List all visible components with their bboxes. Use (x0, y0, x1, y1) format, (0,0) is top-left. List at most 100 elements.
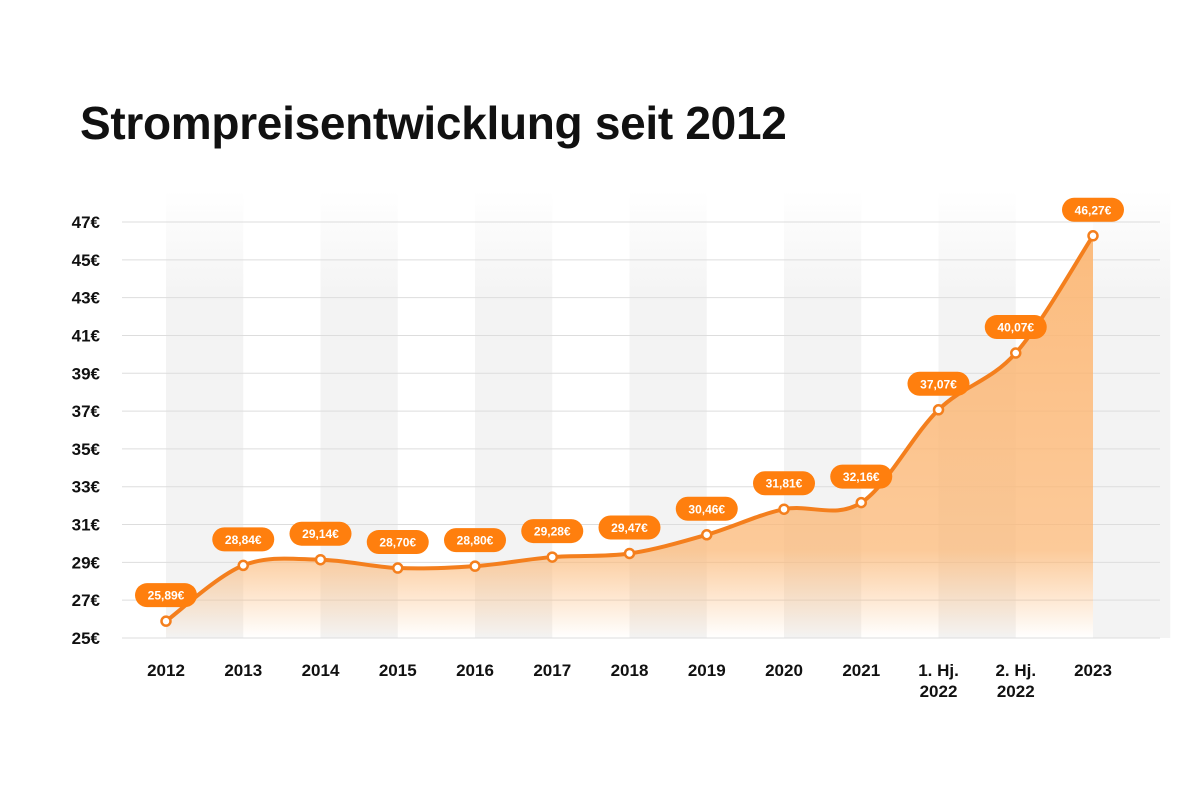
data-label-pill (521, 519, 584, 544)
data-label: 25,89€ (135, 583, 197, 608)
column-shade (1093, 190, 1171, 638)
x-tick-label-line: 2018 (611, 661, 649, 680)
data-label-pill (753, 471, 815, 496)
data-point (469, 560, 481, 572)
data-label-pill (907, 371, 970, 396)
x-tick-label: 2012 (147, 661, 185, 680)
x-tick-label: 2014 (302, 661, 340, 680)
x-tick-label-line: 1. Hj. (918, 661, 959, 680)
y-tick-label: 45€ (72, 251, 101, 270)
data-label: 28,70€ (366, 530, 429, 555)
data-point (392, 562, 404, 574)
x-tick-label: 2018 (611, 661, 649, 680)
x-tick-label-line: 2015 (379, 661, 417, 680)
data-labels: 25,89€ 28,84€ 29,14€ 28,70€ 28,80€ 29,28€ 29,4… (135, 197, 1124, 608)
x-tick-label: 2015 (379, 661, 417, 680)
y-tick-label: 41€ (72, 326, 101, 345)
y-tick-label: 43€ (72, 289, 101, 308)
x-tick-label-line: 2013 (224, 661, 262, 680)
data-point (1087, 230, 1099, 242)
x-axis: 2012 2013 2014 2015 2016 2017 2018 2019 2020 2021… (147, 661, 1112, 701)
data-label-text: 40,07€ (997, 321, 1034, 335)
data-label-text: 29,28€ (534, 525, 571, 539)
data-label-pill (444, 528, 506, 553)
x-tick-label: 2021 (842, 661, 880, 680)
data-label-pill (830, 464, 893, 489)
y-tick-label: 31€ (72, 516, 101, 535)
data-label: 30,46€ (675, 496, 738, 521)
x-tick-label-line: 2020 (765, 661, 803, 680)
y-tick-label: 25€ (72, 629, 101, 648)
data-label-text: 46,27€ (1075, 203, 1112, 217)
data-label-text: 28,70€ (379, 536, 416, 550)
x-tick-label-line: 2017 (533, 661, 571, 680)
data-label-pill (366, 530, 429, 555)
data-label: 28,84€ (212, 527, 275, 552)
data-label-pill (1062, 197, 1124, 222)
data-point (160, 615, 172, 627)
y-tick-label: 47€ (72, 213, 101, 232)
data-label: 46,27€ (1062, 197, 1124, 222)
x-tick-label: 2017 (533, 661, 571, 680)
y-axis: 25€ 27€ 29€ 31€ 33€ 35€ 37€ 39€ 41€ 43€ 45€ 47€ (72, 213, 101, 648)
data-points (160, 230, 1099, 627)
data-label-text: 28,80€ (457, 534, 494, 548)
y-tick-label: 35€ (72, 440, 101, 459)
x-tick-label: 1. Hj. 2022 (918, 661, 959, 701)
column-shade (166, 190, 244, 638)
x-tick-label-line: 2022 (997, 682, 1035, 701)
data-label-text: 29,14€ (302, 527, 339, 541)
data-label: 29,14€ (289, 521, 352, 546)
data-label: 28,80€ (444, 528, 506, 553)
data-point (1010, 347, 1022, 359)
x-tick-label-line: 2019 (688, 661, 726, 680)
data-point (932, 404, 945, 416)
x-tick-label-line: 2023 (1074, 661, 1112, 680)
x-tick-label: 2023 (1074, 661, 1112, 680)
data-label: 31,81€ (753, 471, 815, 496)
x-tick-label: 2013 (224, 661, 262, 680)
data-label-text: 32,16€ (843, 470, 880, 484)
data-point (778, 503, 790, 515)
data-label: 32,16€ (830, 464, 893, 489)
x-tick-label-line: 2. Hj. (995, 661, 1036, 680)
data-label-text: 30,46€ (688, 502, 725, 516)
x-tick-label-line: 2021 (842, 661, 880, 680)
data-label-text: 25,89€ (148, 589, 185, 603)
data-label-pill (675, 496, 738, 521)
data-label-pill (135, 583, 197, 608)
x-tick-label: 2019 (688, 661, 726, 680)
data-label-pill (598, 515, 661, 540)
data-label-text: 37,07€ (920, 377, 957, 391)
data-label-pill (212, 527, 275, 552)
x-tick-label-line: 2022 (920, 682, 958, 701)
data-label: 29,47€ (598, 515, 661, 540)
y-tick-label: 37€ (72, 402, 101, 421)
series-area-fill (166, 235, 1093, 638)
x-tick-label: 2. Hj. 2022 (995, 661, 1036, 701)
data-label: 29,28€ (521, 519, 584, 544)
y-tick-label: 39€ (72, 364, 101, 383)
x-tick-label-line: 2012 (147, 661, 185, 680)
y-tick-label: 29€ (72, 553, 101, 572)
data-label: 40,07€ (984, 315, 1047, 340)
y-tick-label: 27€ (72, 591, 101, 610)
data-label-text: 28,84€ (225, 533, 262, 547)
data-point (623, 547, 636, 560)
data-label-text: 29,47€ (611, 521, 648, 535)
data-point (237, 559, 249, 572)
data-point (855, 496, 867, 509)
data-label-pill (984, 315, 1047, 340)
y-tick-label: 33€ (72, 478, 101, 497)
data-point (314, 553, 327, 566)
data-point (546, 551, 558, 563)
page-title: Strompreisentwicklung seit 2012 (80, 97, 787, 149)
data-label-text: 31,81€ (766, 477, 803, 491)
x-tick-label-line: 2016 (456, 661, 494, 680)
data-label: 37,07€ (907, 371, 970, 396)
data-label-pill (289, 521, 352, 546)
x-tick-label-line: 2014 (302, 661, 340, 680)
x-tick-label: 2016 (456, 661, 494, 680)
x-tick-label: 2020 (765, 661, 803, 680)
